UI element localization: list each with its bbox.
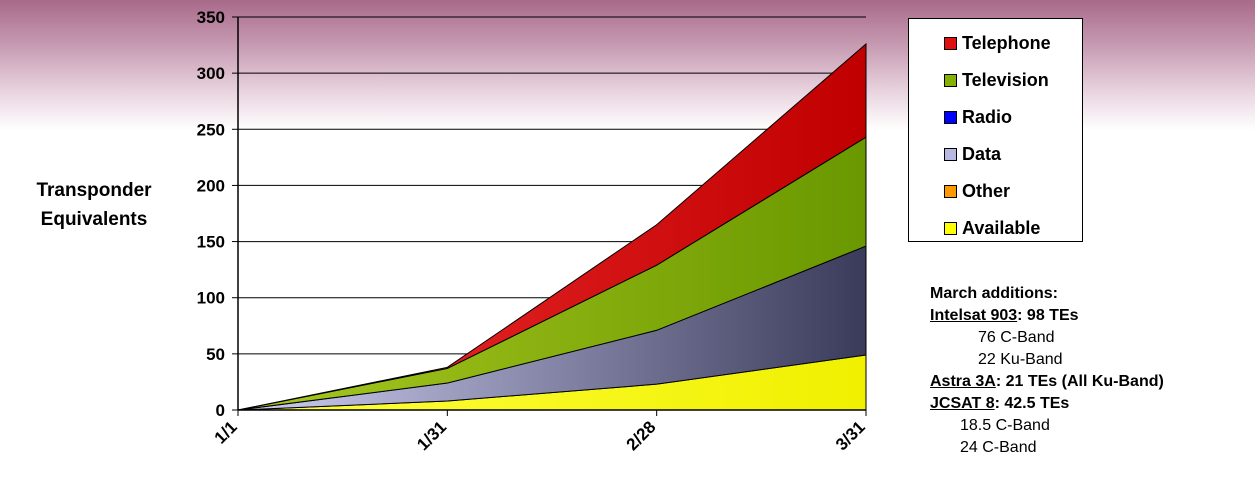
legend-item-telephone: Telephone bbox=[909, 25, 1082, 62]
notes-heading: March additions: bbox=[930, 285, 1059, 302]
legend-swatch bbox=[944, 37, 957, 50]
satellite-detail: : 21 TEs (All Ku-Band) bbox=[995, 373, 1164, 390]
area-telephone bbox=[237, 42, 867, 411]
legend-label: Radio bbox=[962, 107, 1013, 127]
y-tick-label: 0 bbox=[216, 401, 225, 420]
y-tick-label: 50 bbox=[206, 345, 225, 364]
march-additions-notes: March additions: Intelsat 903: 98 TEs 76 … bbox=[930, 283, 1255, 459]
note-band-detail: 18.5 C-Band bbox=[960, 417, 1050, 434]
area-series-layer bbox=[237, 42, 867, 411]
satellite-detail: : 42.5 TEs bbox=[994, 395, 1070, 412]
y-tick-label: 250 bbox=[197, 120, 225, 139]
note-satellite: Intelsat 903: 98 TEs bbox=[930, 305, 1255, 327]
legend-label: Data bbox=[962, 144, 1002, 164]
satellite-name: Intelsat 903 bbox=[930, 307, 1018, 324]
legend-item-data: Data bbox=[909, 136, 1082, 173]
note-band-detail: 24 C-Band bbox=[960, 439, 1037, 456]
legend-item-available: Available bbox=[909, 210, 1082, 247]
y-tick-label: 350 bbox=[197, 8, 225, 27]
notes-items: Intelsat 903: 98 TEs 76 C-Band 22 Ku-Band A… bbox=[930, 305, 1255, 459]
x-tick-label: 1/1 bbox=[211, 417, 241, 447]
legend-item-television: Television bbox=[909, 62, 1082, 99]
legend-label: Television bbox=[962, 70, 1049, 90]
y-tick-label: 100 bbox=[197, 289, 225, 308]
y-tick-label: 150 bbox=[197, 233, 225, 252]
satellite-detail: : 98 TEs bbox=[1017, 307, 1079, 324]
note-satellite: JCSAT 8: 42.5 TEs bbox=[930, 393, 1255, 415]
satellite-name: JCSAT 8 bbox=[930, 395, 995, 412]
note-band-detail: 22 Ku-Band bbox=[978, 351, 1063, 368]
legend-swatch bbox=[944, 222, 957, 235]
x-tick-label: 2/28 bbox=[623, 417, 660, 454]
satellite-name: Astra 3A bbox=[930, 373, 996, 390]
x-tick-label: 3/31 bbox=[832, 417, 869, 454]
note-satellite: Astra 3A: 21 TEs (All Ku-Band) bbox=[930, 371, 1255, 393]
legend-swatch bbox=[944, 185, 957, 198]
legend-label: Telephone bbox=[962, 33, 1051, 53]
y-axis-label-line1: Transponder bbox=[36, 180, 152, 201]
x-tick-label: 1/31 bbox=[413, 417, 450, 454]
axes bbox=[232, 16, 867, 416]
legend-item-other: Other bbox=[909, 173, 1082, 210]
legend-swatch bbox=[944, 111, 957, 124]
legend-label: Other bbox=[962, 181, 1011, 201]
y-tick-label: 300 bbox=[197, 64, 225, 83]
legend-item-radio: Radio bbox=[909, 99, 1082, 136]
legend-label: Available bbox=[962, 218, 1041, 238]
y-axis-label: Transponder Equivalents bbox=[20, 176, 168, 234]
legend: Telephone Television Radio Data Other Availab… bbox=[908, 18, 1083, 242]
note-band-detail: 76 C-Band bbox=[978, 329, 1055, 346]
legend-swatch bbox=[944, 148, 957, 161]
y-axis-label-line2: Equivalents bbox=[40, 209, 148, 230]
y-tick-label: 200 bbox=[197, 176, 225, 195]
legend-swatch bbox=[944, 74, 957, 87]
